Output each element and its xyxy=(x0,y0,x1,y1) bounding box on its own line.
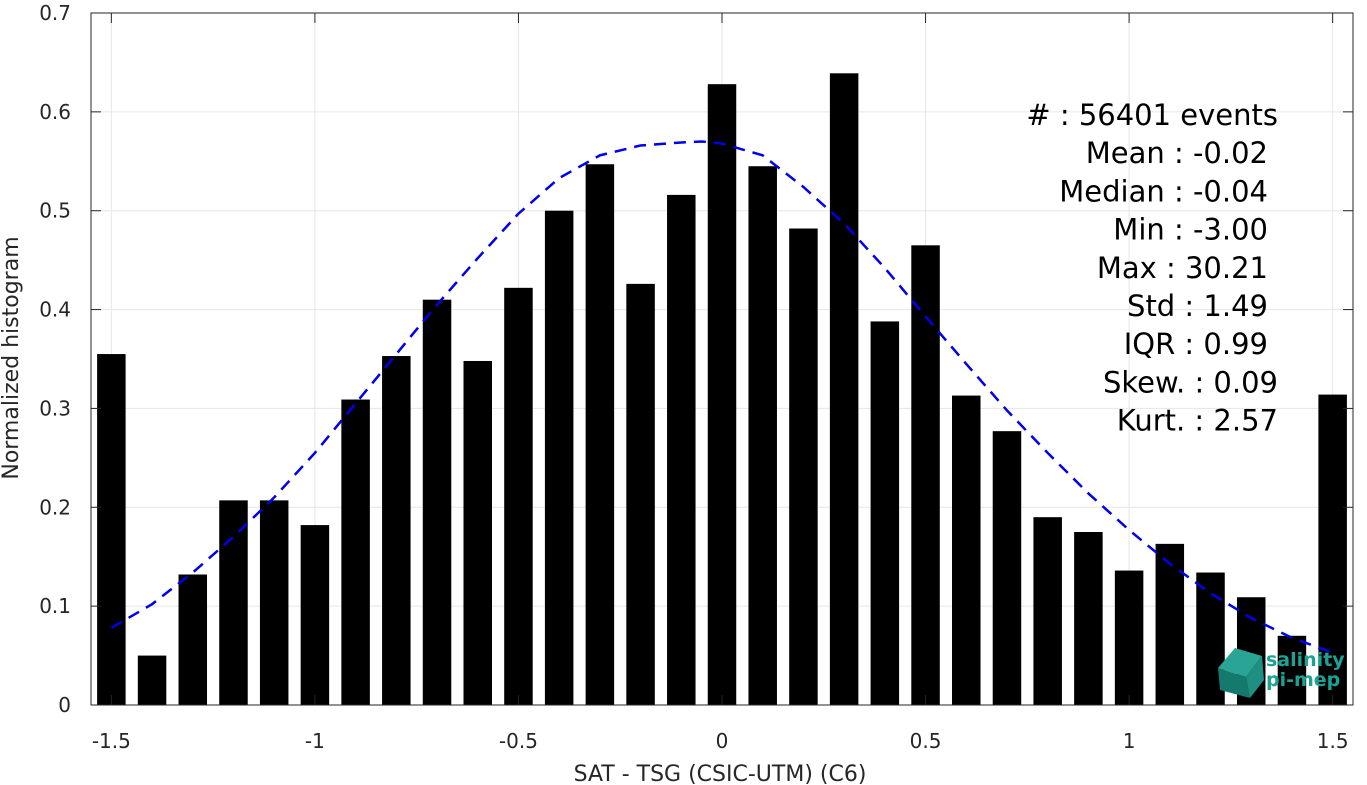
stat-line: Kurt. : 2.57 xyxy=(1117,404,1278,438)
histogram-bar xyxy=(544,210,574,705)
histogram-bar xyxy=(707,84,737,706)
y-tick-label: 0.2 xyxy=(39,495,71,519)
y-tick-label: 0 xyxy=(58,693,71,717)
histogram-bar xyxy=(137,655,167,705)
histogram-bar xyxy=(789,228,818,705)
logo-line2: pi-mep xyxy=(1266,669,1340,691)
histogram-bar xyxy=(585,164,615,705)
histogram-bar xyxy=(219,500,248,705)
stat-line: Skew. : 0.09 xyxy=(1103,365,1278,399)
histogram-bar xyxy=(422,299,452,705)
histogram-bar xyxy=(1318,394,1347,705)
axis-ticks: -1.5 -1 -0.5 0 0.5 1 1.5 0 0.1 0.2 0.3 0.4 0.5 0.6 0.7 xyxy=(39,1,1353,753)
histogram-bar xyxy=(829,73,859,705)
y-tick-label: 0.1 xyxy=(39,594,71,618)
histogram-bar xyxy=(1033,517,1062,705)
y-tick-label: 0.4 xyxy=(39,298,71,322)
histogram-bar xyxy=(178,574,208,705)
histogram-bar xyxy=(1114,570,1144,705)
stat-line: IQR : 0.99 xyxy=(1124,327,1268,361)
histogram-bar xyxy=(1155,543,1185,705)
stats-box: # : 56401 events Mean : -0.02 Median : -0.… xyxy=(1026,98,1278,438)
y-tick-label: 0.7 xyxy=(39,1,71,25)
stat-line: Max : 30.21 xyxy=(1097,251,1268,285)
histogram-bar xyxy=(300,525,330,705)
x-tick-label: -1.5 xyxy=(92,729,131,753)
histogram-bar xyxy=(341,399,370,705)
histogram-bar xyxy=(911,245,940,706)
logo-line1: salinity xyxy=(1266,649,1345,671)
y-tick-label: 0.3 xyxy=(39,396,71,420)
x-tick-label: -1 xyxy=(305,729,325,753)
stat-line: # : 56401 events xyxy=(1026,98,1278,132)
histogram-bar xyxy=(259,500,289,705)
y-tick-label: 0.5 xyxy=(39,199,71,223)
x-tick-label: 0.5 xyxy=(910,729,942,753)
bars xyxy=(97,73,1347,706)
histogram-bar xyxy=(626,283,655,705)
stat-line: Mean : -0.02 xyxy=(1086,136,1268,170)
y-tick-label: 0.6 xyxy=(39,100,71,124)
histogram-bar xyxy=(1277,635,1307,705)
stat-line: Median : -0.04 xyxy=(1059,174,1268,208)
histogram-bar xyxy=(748,166,777,705)
histogram-bar xyxy=(870,321,900,705)
x-tick-label: 1.5 xyxy=(1317,729,1349,753)
fit-curve xyxy=(110,140,1334,654)
histogram-bar xyxy=(504,287,533,705)
x-axis-label: SAT - TSG (CSIC-UTM) (C6) xyxy=(574,762,867,785)
stat-line: Std : 1.49 xyxy=(1127,289,1268,323)
salinity-pimep-logo: salinity pi-mep xyxy=(1218,648,1345,698)
histogram-bar xyxy=(952,395,981,705)
x-tick-label: 0 xyxy=(716,729,729,753)
histogram-bar xyxy=(97,354,126,705)
histogram-bar xyxy=(463,360,492,705)
histogram-bar xyxy=(1074,532,1103,705)
histogram-bar xyxy=(667,194,696,705)
histogram-bar xyxy=(992,431,1022,705)
stat-line: Min : -3.00 xyxy=(1113,213,1268,247)
histogram-bar xyxy=(382,356,411,705)
cube-logo-icon xyxy=(1218,648,1264,698)
x-tick-label: -0.5 xyxy=(499,729,538,753)
x-tick-label: 1 xyxy=(1123,729,1136,753)
y-axis-label: Normalized histogram xyxy=(0,236,24,479)
